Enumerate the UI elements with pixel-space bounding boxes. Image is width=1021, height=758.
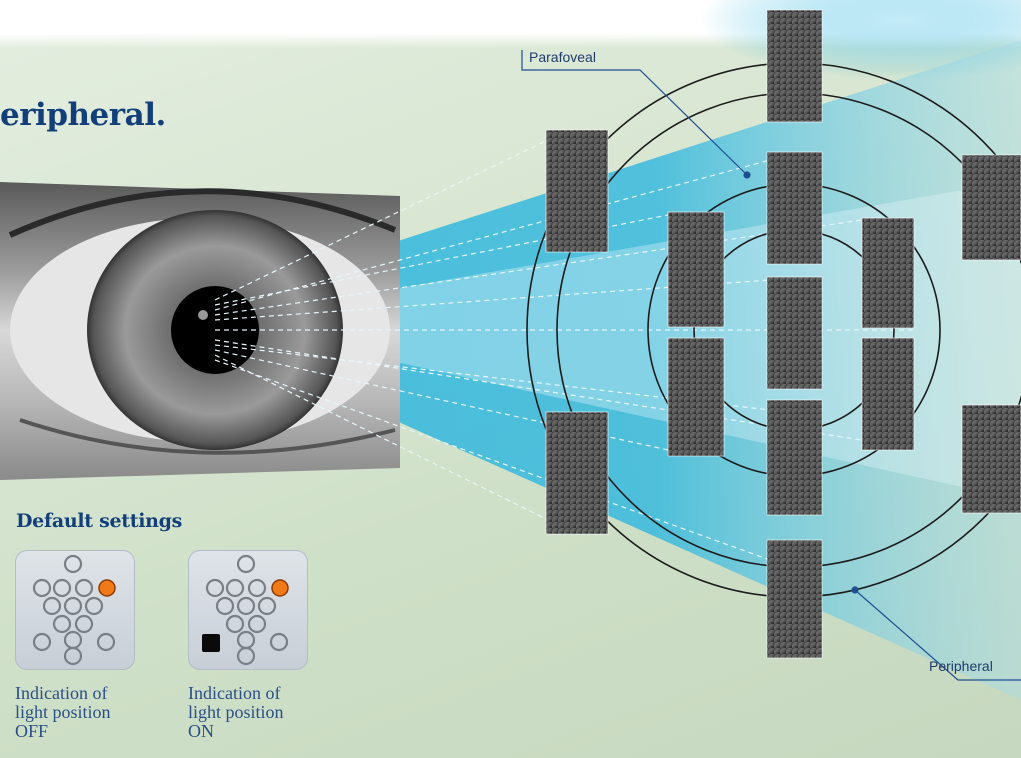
ray-lines [214,139,915,561]
tile-lower-left [545,411,609,535]
led-light-icon [98,579,116,597]
position-indicator-icon [202,634,220,652]
indicator-off-caption: Indication of light position OFF [15,684,111,741]
tile-inner-right-top [861,217,915,329]
indicator-on-panel [188,550,308,670]
fixation-pattern-icon [202,554,289,666]
tile-upper-left [545,129,609,253]
caption-line: light position [188,702,284,722]
tile-lower-right [961,404,1021,514]
indicator-off-panel [15,550,135,670]
tile-center-top [766,151,823,265]
caption-line: ON [188,721,214,741]
fixation-pattern-icon [32,554,116,666]
tile-inner-right-bottom [861,337,915,451]
caption-line: light position [15,702,111,722]
tile-inner-left-bottom [667,337,725,457]
eye-photo [0,182,400,480]
led-light-icon [271,579,289,597]
tile-center-bottom [766,399,823,516]
callout-leaders [521,50,1021,681]
peripheral-label: Peripheral [929,658,993,674]
tile-inner-left-top [667,211,725,328]
caption-line: Indication of [188,683,281,703]
indicator-on-caption: Indication of light position ON [188,684,284,741]
stimulus-tiles [545,9,1021,659]
caption-line: Indication of [15,683,108,703]
tile-center [766,276,823,390]
page-title: eripheral. [0,97,166,133]
parafoveal-label: Parafoveal [529,49,596,65]
tile-upper-right [961,154,1021,261]
caption-line: OFF [15,721,49,741]
tile-top [766,9,823,123]
default-settings-title: Default settings [16,510,183,532]
tile-bottom [766,539,823,659]
